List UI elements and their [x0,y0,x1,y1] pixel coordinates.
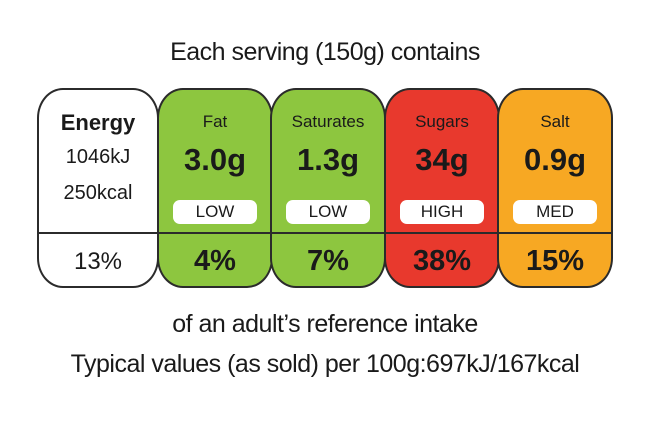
nutrient-level: LOW [286,200,370,224]
nutrient-name: Fat [202,112,228,131]
energy-percent: 13% [73,248,123,275]
nutrient-amount: 1.3g [296,142,360,177]
header: Each serving (150g) contains [170,38,480,66]
nutrient-percent: 4% [194,245,236,277]
footer-line: of an adult’s reference intake [172,310,478,338]
energy-column: Energy 1046kJ 250kcal 13% [37,88,159,288]
energy-name: Energy [60,110,136,135]
nutrient-column: Sugars 34g HIGH 38% [384,88,500,288]
nutrient-percent: 15% [525,245,585,277]
energy-kcal: 250kcal [63,182,133,204]
energy-kj: 1046kJ [65,146,131,168]
nutrient-level: LOW [173,200,257,224]
divider [159,232,271,234]
nutrient-amount: 0.9g [523,142,587,177]
nutrient-name: Sugars [415,112,469,131]
nutrient-level: MED [513,200,597,224]
nutrient-level: HIGH [400,200,484,224]
nutrient-column: Salt 0.9g MED 15% [497,88,613,288]
divider [39,232,157,234]
nutrient-percent: 38% [412,245,472,277]
nutrient-amount: 34g [415,142,469,177]
nutrient-column: Fat 3.0g LOW 4% [157,88,273,288]
nutrient-amount: 3.0g [183,142,247,177]
nutrient-name: Salt [540,112,570,131]
divider [272,232,384,234]
footer-line: Typical values (as sold) per 100g:697kJ/… [70,350,580,378]
nutrient-percent: 7% [307,245,349,277]
nutrient-column: Saturates 1.3g LOW 7% [270,88,386,288]
nutrient-name: Saturates [291,112,365,131]
divider [499,232,611,234]
divider [386,232,498,234]
